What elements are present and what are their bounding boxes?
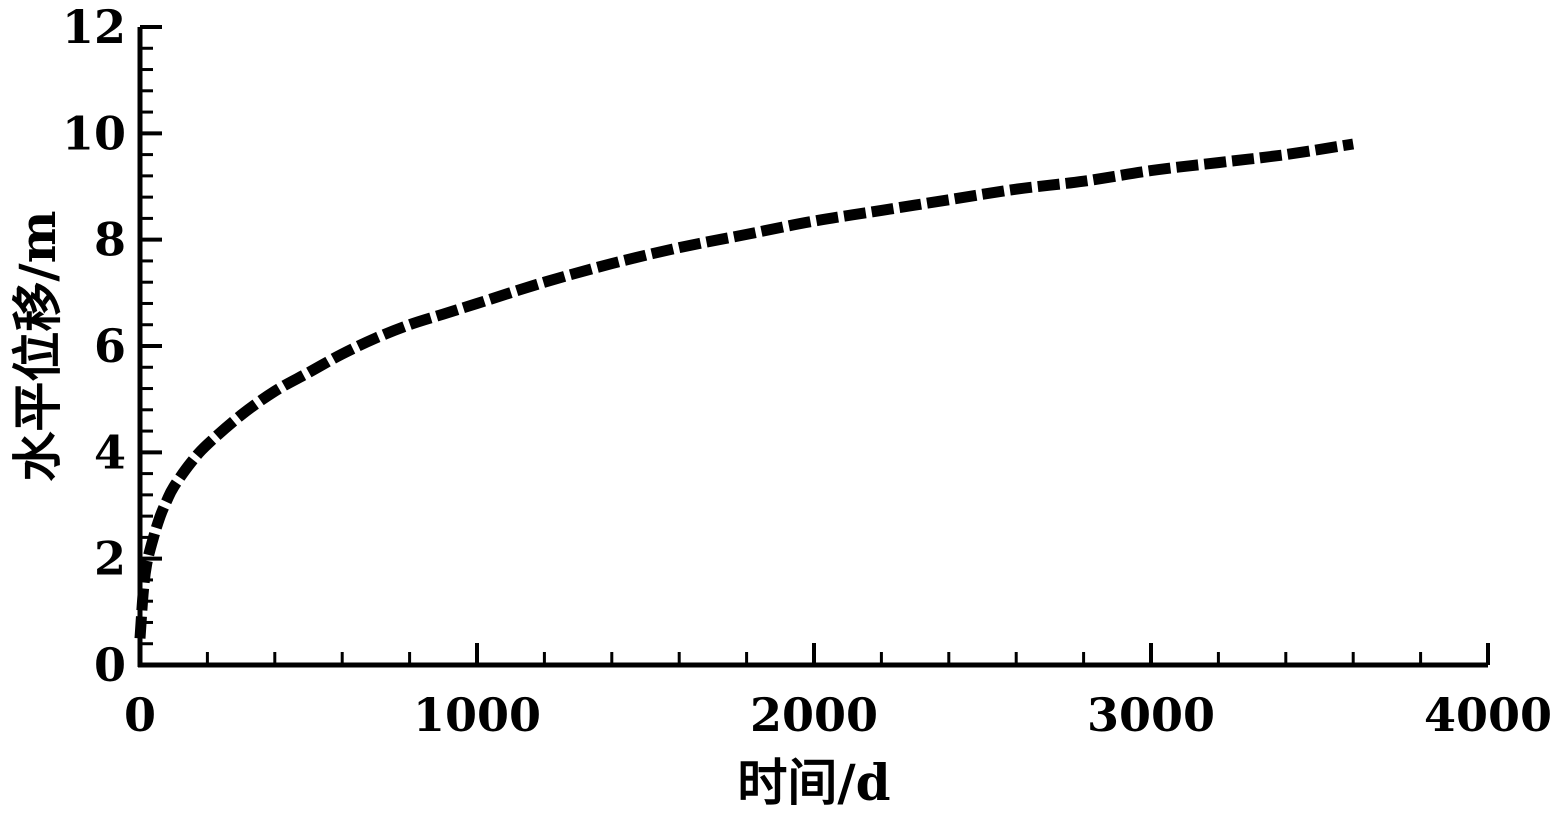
x-tick-label: 1000: [413, 688, 541, 742]
minor-ticks: [140, 25, 1490, 665]
x-tick-labels: 0 1000 2000 3000 4000: [124, 688, 1552, 742]
y-tick-label: 0: [94, 638, 126, 692]
x-tick-label: 2000: [750, 688, 878, 742]
y-tick-label: 2: [94, 532, 126, 586]
y-tick-label: 4: [94, 425, 126, 479]
major-ticks: [140, 25, 1490, 665]
y-tick-label: 12: [62, 0, 126, 54]
y-axis-title: 水平位移/m: [8, 210, 67, 481]
y-tick-label: 6: [94, 319, 126, 373]
x-tick-label: 0: [124, 688, 156, 742]
x-tick-label: 3000: [1087, 688, 1215, 742]
x-tick-label: 4000: [1424, 688, 1552, 742]
y-tick-labels: 0 2 4 6 8 10 12: [62, 0, 126, 692]
y-tick-label: 10: [62, 106, 126, 160]
x-axis-title: 时间/d: [737, 753, 890, 812]
y-tick-label: 8: [94, 213, 126, 267]
series-line: [134, 138, 1355, 639]
